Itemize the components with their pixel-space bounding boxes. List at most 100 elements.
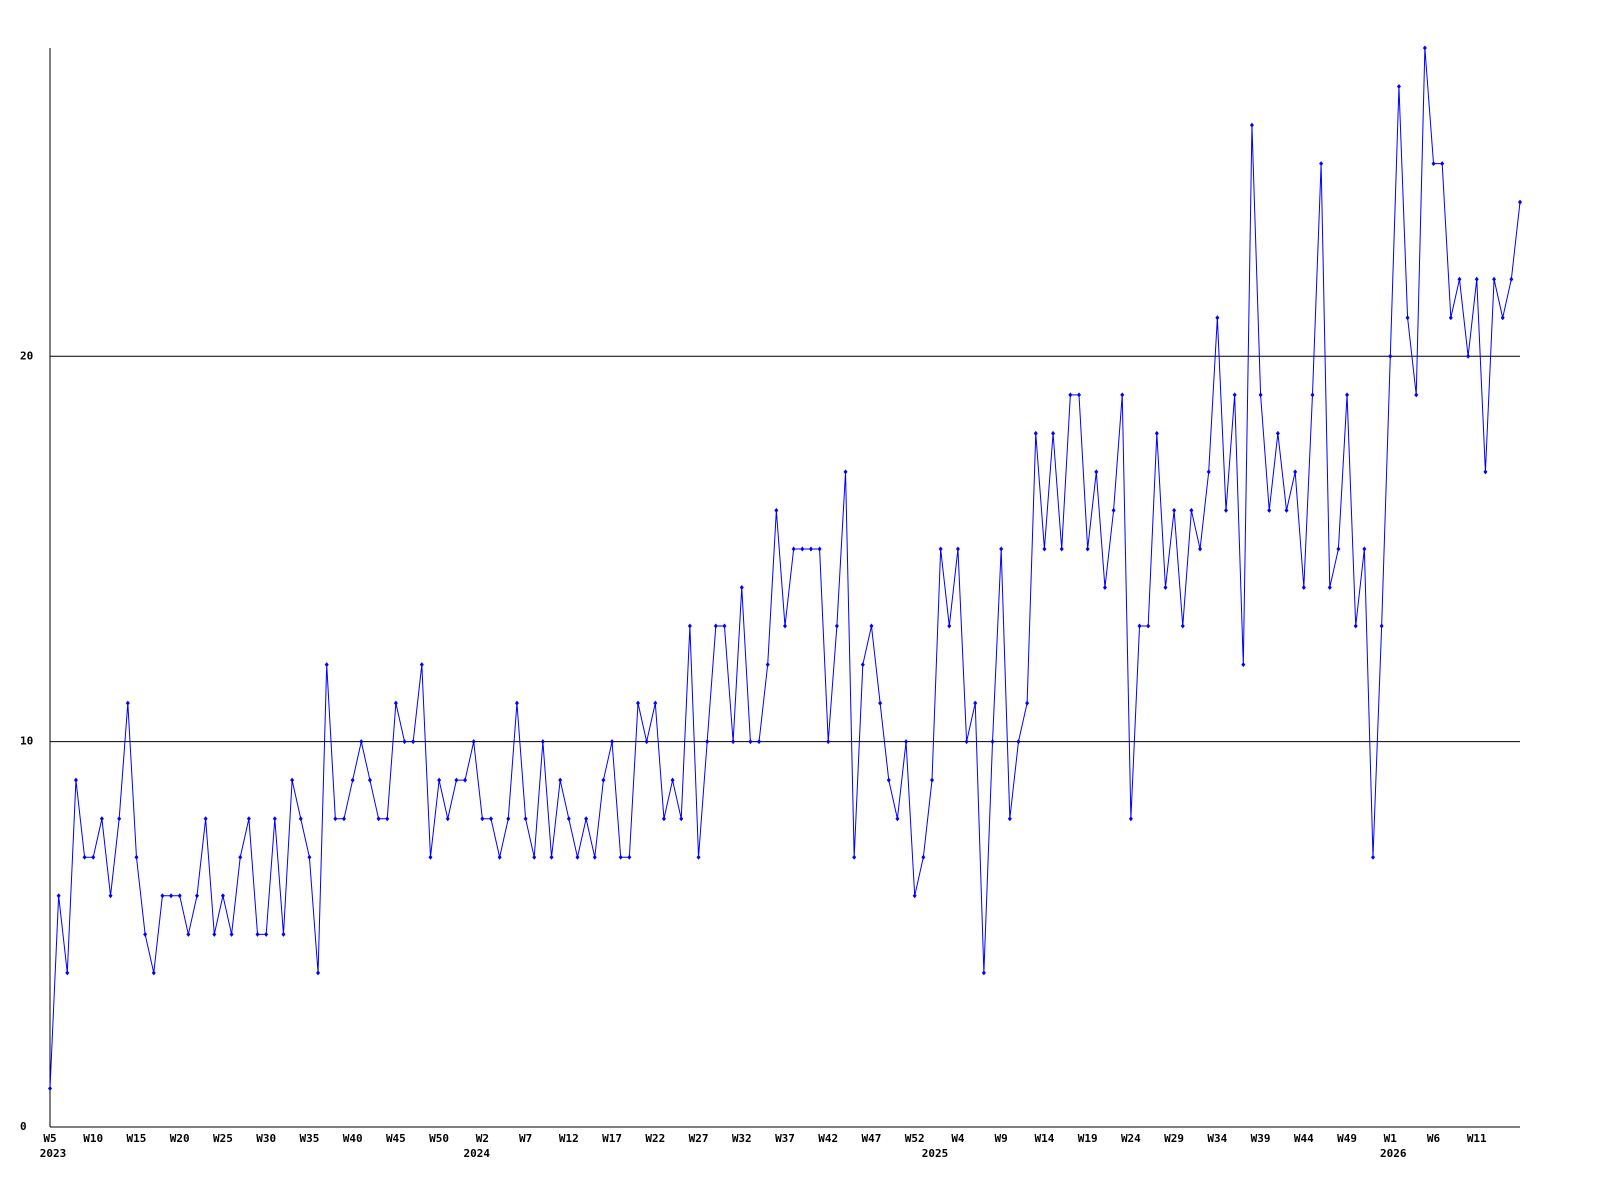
- point: [636, 700, 640, 706]
- point: [1007, 816, 1012, 822]
- point: [445, 816, 450, 822]
- point: [402, 739, 407, 745]
- point: [930, 777, 934, 783]
- point: [713, 623, 718, 629]
- point: [1405, 315, 1410, 321]
- point: [878, 700, 883, 706]
- point: [912, 893, 917, 899]
- point: [1345, 392, 1350, 398]
- point: [454, 777, 459, 783]
- point: [808, 546, 813, 552]
- point: [990, 739, 995, 745]
- point: [575, 854, 580, 860]
- x-tick-label: W9: [995, 1132, 1008, 1145]
- point: [48, 1085, 52, 1091]
- x-tick-label: W29: [1164, 1132, 1184, 1145]
- point: [514, 700, 519, 706]
- point: [307, 854, 312, 860]
- point: [134, 854, 139, 860]
- x-tick-label: W49: [1337, 1132, 1357, 1145]
- point: [1111, 507, 1116, 513]
- point: [1379, 623, 1384, 629]
- point: [117, 816, 122, 822]
- point: [895, 816, 900, 822]
- point: [463, 777, 468, 783]
- point: [549, 854, 554, 860]
- point: [748, 739, 753, 745]
- point: [705, 739, 710, 745]
- point: [1327, 585, 1332, 590]
- x-tick-label: W47: [862, 1132, 882, 1145]
- point: [506, 816, 511, 822]
- point: [1293, 469, 1298, 475]
- point: [653, 700, 658, 706]
- point: [627, 854, 632, 860]
- point: [376, 816, 381, 822]
- point: [722, 623, 727, 629]
- point: [904, 739, 909, 745]
- point: [1189, 507, 1194, 513]
- point: [843, 469, 848, 475]
- point: [1362, 546, 1367, 552]
- point: [757, 739, 762, 745]
- point: [419, 662, 424, 668]
- point: [246, 816, 251, 822]
- point: [1474, 276, 1479, 282]
- point: [143, 931, 148, 937]
- point: [229, 931, 234, 937]
- y-tick-label: 10: [20, 735, 33, 748]
- x-tick-label: W34: [1207, 1132, 1227, 1145]
- point: [1146, 623, 1151, 629]
- point: [151, 970, 156, 976]
- point: [1414, 392, 1419, 398]
- point: [1068, 392, 1073, 398]
- point: [938, 546, 943, 552]
- point: [1180, 623, 1185, 629]
- point: [489, 816, 493, 822]
- x-tick-label: W14: [1034, 1132, 1054, 1145]
- point: [670, 777, 675, 783]
- x-tick-label: W19: [1078, 1132, 1098, 1145]
- x-tick-label: W35: [299, 1132, 319, 1145]
- point: [195, 893, 199, 899]
- point: [1431, 161, 1436, 167]
- point: [1241, 662, 1246, 668]
- y-tick-label: 20: [20, 349, 33, 362]
- point: [1396, 84, 1401, 90]
- point: [1154, 430, 1159, 436]
- point: [558, 777, 563, 783]
- x-tick-label: W44: [1294, 1132, 1314, 1145]
- point: [610, 739, 615, 745]
- point: [1224, 507, 1228, 513]
- point: [1509, 276, 1514, 282]
- point: [169, 893, 174, 899]
- point: [1033, 430, 1038, 436]
- x-tick-label: W45: [386, 1132, 406, 1145]
- point: [679, 816, 684, 822]
- point: [1483, 469, 1488, 475]
- x-tick-label: W7: [519, 1132, 532, 1145]
- point: [1094, 469, 1099, 475]
- point: [255, 931, 260, 937]
- x-tick-label: W12: [559, 1132, 579, 1145]
- point: [342, 816, 346, 822]
- point: [791, 546, 796, 552]
- point: [973, 700, 978, 706]
- point: [1137, 623, 1142, 629]
- point: [108, 893, 113, 899]
- x-tick-label: W1: [1384, 1132, 1398, 1145]
- point: [1172, 507, 1177, 513]
- point: [1275, 430, 1280, 436]
- x-tick-label: W39: [1251, 1132, 1271, 1145]
- point: [324, 662, 329, 668]
- point: [696, 854, 701, 860]
- x-tick-label: W40: [343, 1132, 363, 1145]
- point: [1025, 700, 1030, 706]
- point: [1215, 315, 1220, 321]
- x-tick-label: W5: [43, 1132, 56, 1145]
- x-tick-label: W32: [732, 1132, 752, 1145]
- point: [359, 739, 364, 745]
- point: [272, 816, 277, 822]
- point: [1518, 199, 1522, 205]
